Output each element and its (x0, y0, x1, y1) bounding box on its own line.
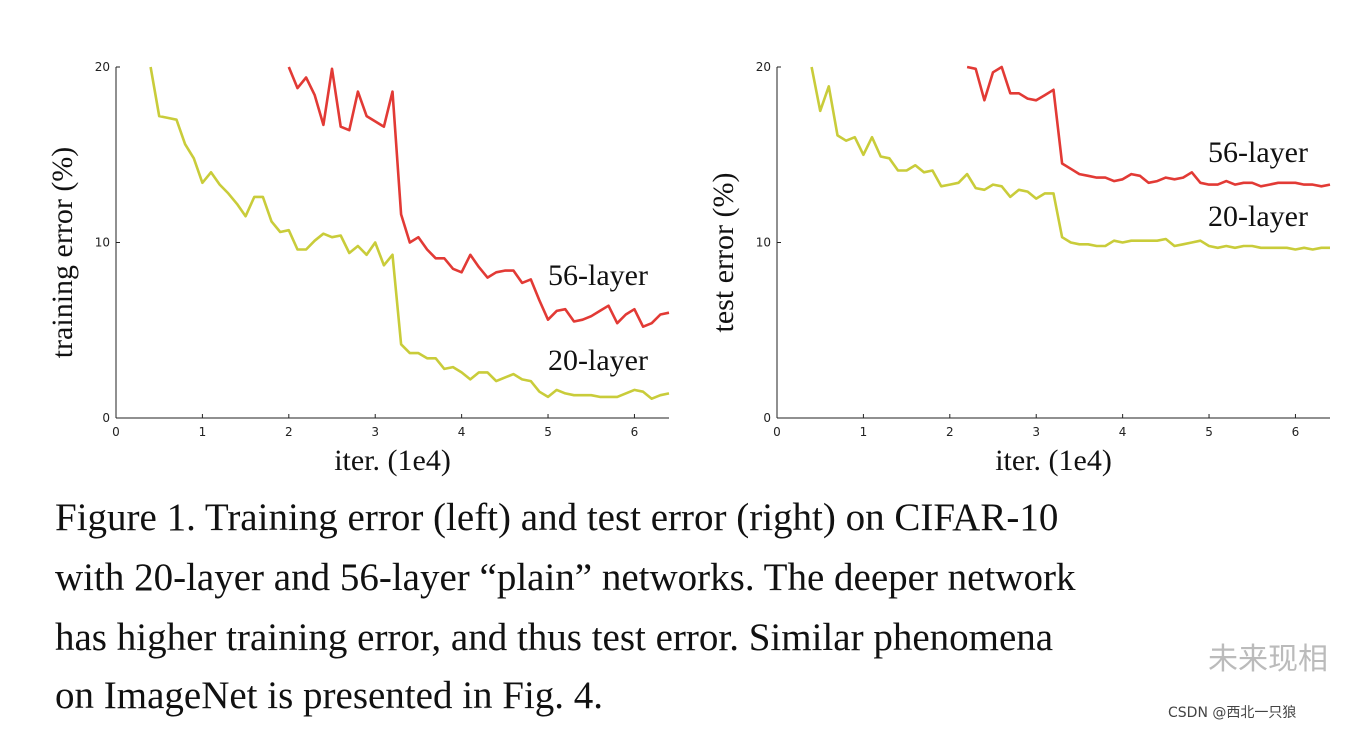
x-tick-label: 0 (773, 425, 781, 439)
y-tick-label: 20 (95, 60, 110, 74)
y-tick-label: 0 (102, 411, 110, 425)
caption-line: on ImageNet is presented in Fig. 4. (55, 674, 603, 717)
chart: 0 1 2 3 4 5 6 0 10 20 iter. (1e4) training error (%… (46, 60, 670, 477)
x-tick-label: 1 (199, 425, 207, 439)
x-tick-label: 6 (631, 425, 639, 439)
x-tick-label: 4 (1119, 425, 1127, 439)
x-tick-label: 0 (112, 425, 120, 439)
series-label: 20-layer (548, 344, 648, 377)
x-tick-label: 4 (458, 425, 466, 439)
y-tick-label: 20 (756, 60, 771, 74)
caption-line: with 20-layer and 56-layer “plain” netwo… (55, 556, 1076, 599)
series-label: 56-layer (548, 259, 648, 292)
chart: 0 1 2 3 4 5 6 0 10 20 iter. (1e4) test error (%) 56-… (707, 60, 1331, 477)
x-tick-label: 3 (371, 425, 379, 439)
x-axis-label: iter. (1e4) (995, 444, 1112, 477)
y-axis-label: test error (%) (707, 173, 740, 333)
x-tick-label: 2 (946, 425, 954, 439)
x-tick-label: 5 (1205, 425, 1213, 439)
caption: Figure 1. Training error (left) and test… (55, 496, 1076, 717)
series-line (810, 66, 1330, 251)
x-tick-label: 1 (860, 425, 868, 439)
x-tick-label: 2 (285, 425, 293, 439)
y-tick-label: 10 (756, 236, 771, 250)
watermark-source: CSDN @西北一只狼 (1168, 705, 1296, 721)
series-line (149, 66, 670, 400)
x-tick-label: 5 (544, 425, 552, 439)
x-tick-label: 3 (1032, 425, 1040, 439)
series-label: 20-layer (1208, 200, 1308, 233)
y-tick-label: 10 (95, 236, 110, 250)
x-tick-label: 6 (1292, 425, 1300, 439)
caption-line: Figure 1. Training error (left) and test… (55, 496, 1058, 539)
caption-line: has higher training error, and thus test… (55, 616, 1053, 659)
series-line (287, 66, 670, 328)
y-tick-label: 0 (763, 411, 771, 425)
y-axis-label: training error (%) (46, 147, 79, 359)
series-line (966, 65, 1331, 188)
x-axis-label: iter. (1e4) (334, 444, 451, 477)
watermark: 未来现相 (1208, 642, 1328, 677)
series-label: 56-layer (1208, 136, 1308, 169)
